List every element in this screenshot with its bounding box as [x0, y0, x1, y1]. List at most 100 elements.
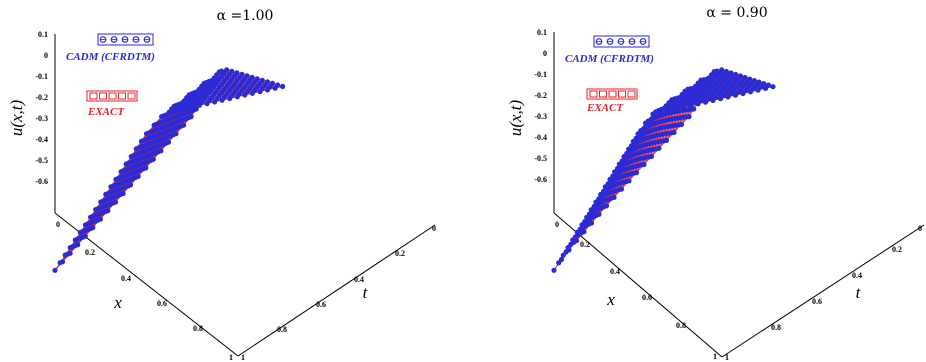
cadm-point	[123, 161, 129, 167]
cadm-point	[570, 237, 576, 243]
cadm-point	[612, 169, 618, 175]
legend-square	[108, 92, 117, 100]
cadm-point	[725, 94, 731, 100]
t-tick-label: 0.2	[395, 249, 405, 258]
t-tick-label: 0.8	[771, 323, 781, 332]
cadm-point	[204, 101, 210, 107]
x-tick-label: 0.4	[610, 267, 620, 276]
z-tick-label: -0.1	[534, 70, 547, 79]
x-tick-label: 0.6	[157, 299, 167, 308]
cadm-point	[551, 267, 557, 273]
legend-square	[89, 92, 98, 100]
x-tick-label: 0.8	[676, 321, 686, 330]
cadm-point	[98, 199, 104, 205]
cadm-point	[747, 89, 754, 95]
x-tick-labels: 0 0.2 0.4 0.6 0.8 1	[56, 220, 233, 362]
cadm-point	[103, 191, 109, 197]
chart-panel-alpha-0-90: α = 0.90 0.1 0 -0.1 -0.2 -0.3 -0.4 -0.5 …	[506, 5, 925, 362]
chart-panel-alpha-1: α =1.00 0.1 0 -0.1 -0.2 -0.3 -0.4 -0.5 -…	[7, 8, 436, 362]
t-tick-label: 0.4	[354, 275, 364, 284]
t-tick-label: 0.6	[316, 300, 326, 309]
cadm-point	[196, 102, 202, 108]
cadm-point	[62, 252, 68, 258]
legend-marker-exact	[589, 90, 636, 98]
t-axis-label: t	[856, 283, 862, 302]
cadm-point	[762, 85, 769, 91]
legend-label-cadm: CADM (CFRDTM)	[66, 51, 155, 63]
cadm-point	[72, 237, 78, 243]
cadm-point	[755, 87, 761, 93]
legend-square	[99, 92, 107, 100]
cadm-point	[151, 122, 157, 128]
cadm-point	[280, 83, 286, 90]
cadm-point	[257, 89, 263, 95]
cadm-point	[607, 176, 613, 182]
legend-label-cadm: CADM (CFRDTM)	[565, 53, 654, 65]
z-tick-label: -0.3	[35, 114, 48, 123]
t-tick-label: 0.8	[277, 325, 287, 334]
legend-label-exact: EXACT	[87, 106, 125, 118]
cadm-point	[67, 245, 73, 251]
cadm-point	[227, 95, 233, 102]
cadm-point	[138, 138, 144, 144]
cadm-point	[665, 108, 671, 114]
cadm-point	[657, 109, 664, 115]
legend-square	[627, 90, 636, 98]
cadm-point	[212, 99, 218, 105]
z-tick-label: -0.5	[534, 154, 547, 163]
x-tick-label: 1	[229, 353, 233, 362]
cadm-point	[695, 101, 701, 107]
x-tick-label: 0.8	[193, 324, 203, 333]
legend-marker-cadm	[595, 38, 647, 45]
z-tick-label: 0	[44, 51, 48, 60]
cadm-point	[621, 154, 627, 160]
legend-marker-cadm	[99, 36, 151, 43]
x-axis-label: x	[113, 293, 122, 312]
cadm-point	[264, 87, 271, 93]
cadm-point	[630, 138, 636, 145]
cadm-point	[626, 146, 632, 152]
x-axis-line	[553, 212, 723, 358]
cadm-point	[680, 104, 686, 110]
cadm-point	[181, 106, 187, 112]
cadm-point	[598, 191, 604, 198]
cadm-point	[159, 114, 165, 120]
z-tick-labels: 0.1 0 -0.1 -0.2 -0.3 -0.4 -0.5 -0.6	[35, 30, 48, 186]
t-tick-label: 0.2	[892, 245, 902, 254]
z-tick-label: -0.4	[35, 135, 48, 144]
legend: CADM (CFRDTM) EXACT	[66, 33, 155, 118]
cadm-point	[770, 84, 776, 90]
cadm-point	[57, 260, 63, 266]
cadm-point	[133, 146, 139, 152]
z-tick-labels: 0.1 0 -0.1 -0.2 -0.3 -0.4 -0.5 -0.6	[534, 28, 547, 184]
cadm-point	[108, 184, 114, 190]
cadm-point	[588, 207, 594, 213]
cadm-point	[584, 214, 590, 220]
cadm-point	[574, 229, 580, 235]
cadm-point	[710, 97, 716, 103]
z-tick-label: -0.6	[35, 177, 48, 186]
cadm-point	[219, 97, 225, 103]
cadm-point	[242, 92, 248, 98]
z-tick-label: -0.4	[534, 133, 547, 142]
legend-swatch-exact	[586, 88, 638, 100]
cadm-point	[650, 111, 656, 117]
legend-square	[127, 92, 136, 100]
cadm-surface-points	[551, 67, 776, 273]
cadm-point	[174, 107, 180, 114]
legend-square	[618, 90, 626, 98]
cadm-point	[143, 131, 150, 137]
t-axis-line	[237, 224, 436, 357]
t-tick-label: 1	[241, 353, 245, 362]
cadm-surface-points	[52, 67, 286, 273]
cadm-point	[272, 85, 278, 91]
legend-label-exact: EXACT	[586, 102, 624, 114]
chart-title: α = 0.90	[706, 5, 767, 21]
legend-swatch-exact	[86, 90, 138, 102]
t-tick-labels: 0 0.2 0.4 0.6 0.8 1	[725, 224, 922, 362]
t-tick-label: 0.6	[812, 297, 822, 306]
x-tick-label: 0	[56, 220, 60, 229]
legend-square	[608, 90, 617, 98]
cadm-point	[82, 222, 89, 228]
z-tick-label: 0	[543, 49, 547, 58]
